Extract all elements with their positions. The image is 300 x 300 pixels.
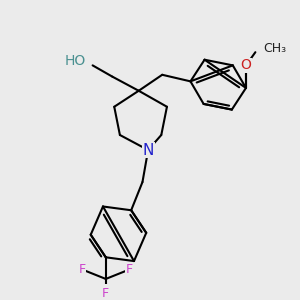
- Text: CH₃: CH₃: [263, 42, 286, 55]
- Text: F: F: [102, 287, 109, 300]
- Text: O: O: [241, 58, 251, 72]
- Text: HO: HO: [65, 54, 86, 68]
- Text: N: N: [142, 142, 154, 158]
- Text: F: F: [79, 263, 86, 276]
- Text: F: F: [126, 263, 133, 276]
